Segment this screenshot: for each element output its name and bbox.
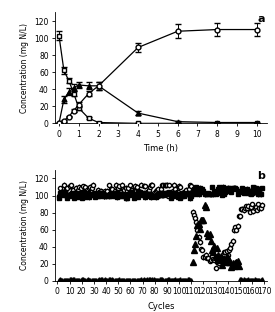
Text: a: a	[257, 14, 265, 24]
Y-axis label: Concentration (mg N/L): Concentration (mg N/L)	[20, 23, 29, 113]
X-axis label: Cycles: Cycles	[147, 302, 175, 311]
Text: b: b	[257, 171, 265, 181]
X-axis label: Time (h): Time (h)	[143, 144, 178, 153]
Y-axis label: Concentration (mg N/L): Concentration (mg N/L)	[20, 180, 29, 271]
